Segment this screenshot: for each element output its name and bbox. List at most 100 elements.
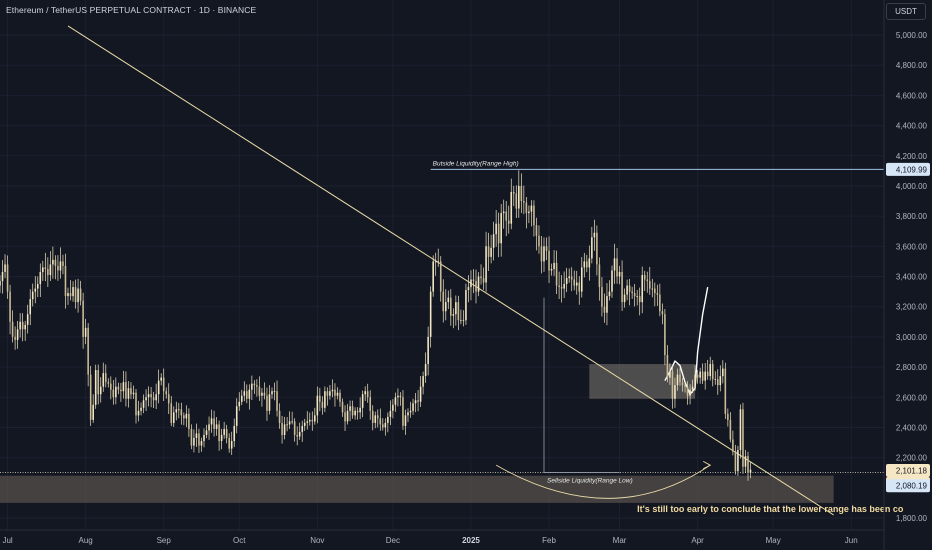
candle-body (389, 410, 392, 417)
candle-body (518, 185, 520, 209)
candle-body (452, 314, 455, 316)
candle-body (643, 274, 646, 280)
candle-body (538, 235, 540, 247)
candle-body (336, 392, 339, 396)
candle-body (631, 291, 633, 294)
candle-body (601, 287, 603, 307)
candle-body (172, 412, 175, 423)
candle-body (575, 282, 578, 286)
candle-body (442, 291, 445, 312)
candle-body (628, 285, 631, 292)
candle-body (351, 406, 354, 416)
candle-body (485, 246, 487, 283)
candle-body (535, 225, 538, 236)
candle-body (130, 388, 132, 395)
candle-body (419, 386, 422, 402)
candle-body (200, 441, 203, 446)
candle-body (694, 374, 696, 387)
price-axis-label: 3,400.00 (896, 273, 928, 282)
candle-body (558, 285, 560, 288)
candle-body (510, 191, 513, 224)
candle-body (523, 201, 525, 203)
candle-body (125, 382, 127, 399)
candle-body (273, 391, 276, 393)
price-axis-label: 2,800.00 (896, 363, 928, 372)
candle-body (573, 279, 576, 286)
candle-body (258, 386, 261, 396)
candle-body (150, 394, 152, 398)
candle-body (135, 392, 137, 416)
candle-body (256, 385, 258, 387)
candle-body (215, 424, 218, 429)
candle-body (112, 389, 115, 398)
candle-body (709, 364, 712, 377)
candle-body (583, 261, 586, 268)
candle-body (487, 246, 490, 257)
candle-body (193, 438, 195, 446)
candle-body (34, 288, 37, 292)
candle-body (238, 401, 241, 407)
candle-body (167, 394, 170, 404)
candle-body (681, 382, 684, 386)
candle-body (170, 403, 173, 423)
projection-arc-arrowhead (703, 461, 712, 470)
candle-body (152, 397, 155, 401)
candle-body (0, 281, 1, 286)
price-axis-label: 4,400.00 (896, 122, 928, 131)
candle-body (465, 290, 467, 321)
price-axis-label: 4,000.00 (896, 182, 928, 191)
candle-body (502, 211, 505, 214)
candle-body (671, 371, 674, 399)
price-axis-label: 3,000.00 (896, 333, 928, 342)
candle-body (99, 386, 102, 395)
candle-body (4, 264, 6, 272)
candle-body (654, 288, 656, 294)
candle-body (145, 397, 147, 401)
candle-body (195, 433, 198, 439)
candle-body (1, 271, 4, 282)
range-low-zone (0, 475, 834, 503)
candle-body (729, 419, 732, 440)
candle-body (422, 376, 424, 387)
currency-button[interactable]: USDT (886, 3, 926, 20)
candle-body (117, 386, 120, 390)
candle-body (122, 382, 125, 392)
candle-body (711, 364, 714, 380)
candle-body (716, 379, 719, 386)
candle-body (739, 409, 742, 451)
candle-body (429, 291, 432, 337)
candle-body (213, 418, 215, 429)
candle-body (268, 394, 271, 411)
candle-body (228, 438, 230, 449)
candle-body (97, 370, 100, 395)
candle-body (371, 410, 374, 423)
candle-body (507, 220, 510, 224)
candle-body (737, 450, 739, 472)
candle-body (424, 364, 427, 377)
candle-body (555, 262, 558, 286)
candle-body (661, 311, 664, 315)
candle-body (321, 401, 324, 408)
candle-body (530, 205, 533, 212)
candle-body (89, 374, 92, 420)
candle-body (460, 320, 462, 322)
candle-body (528, 211, 530, 214)
range-high-price-tag: 4,109.99 (896, 165, 928, 174)
candle-body (366, 391, 369, 398)
candle-body (137, 410, 140, 416)
candle-body (570, 276, 573, 280)
candle-body (359, 407, 361, 413)
candle-body (747, 456, 749, 473)
candle-body (62, 261, 64, 266)
candle-body (392, 404, 394, 411)
candle-body (623, 294, 626, 303)
candle-body (646, 279, 649, 282)
price-axis-label: 4,600.00 (896, 91, 928, 100)
candle-body (470, 279, 472, 288)
price-axis-label: 3,200.00 (896, 303, 928, 312)
candle-body (686, 386, 689, 396)
candle-body (356, 410, 359, 413)
